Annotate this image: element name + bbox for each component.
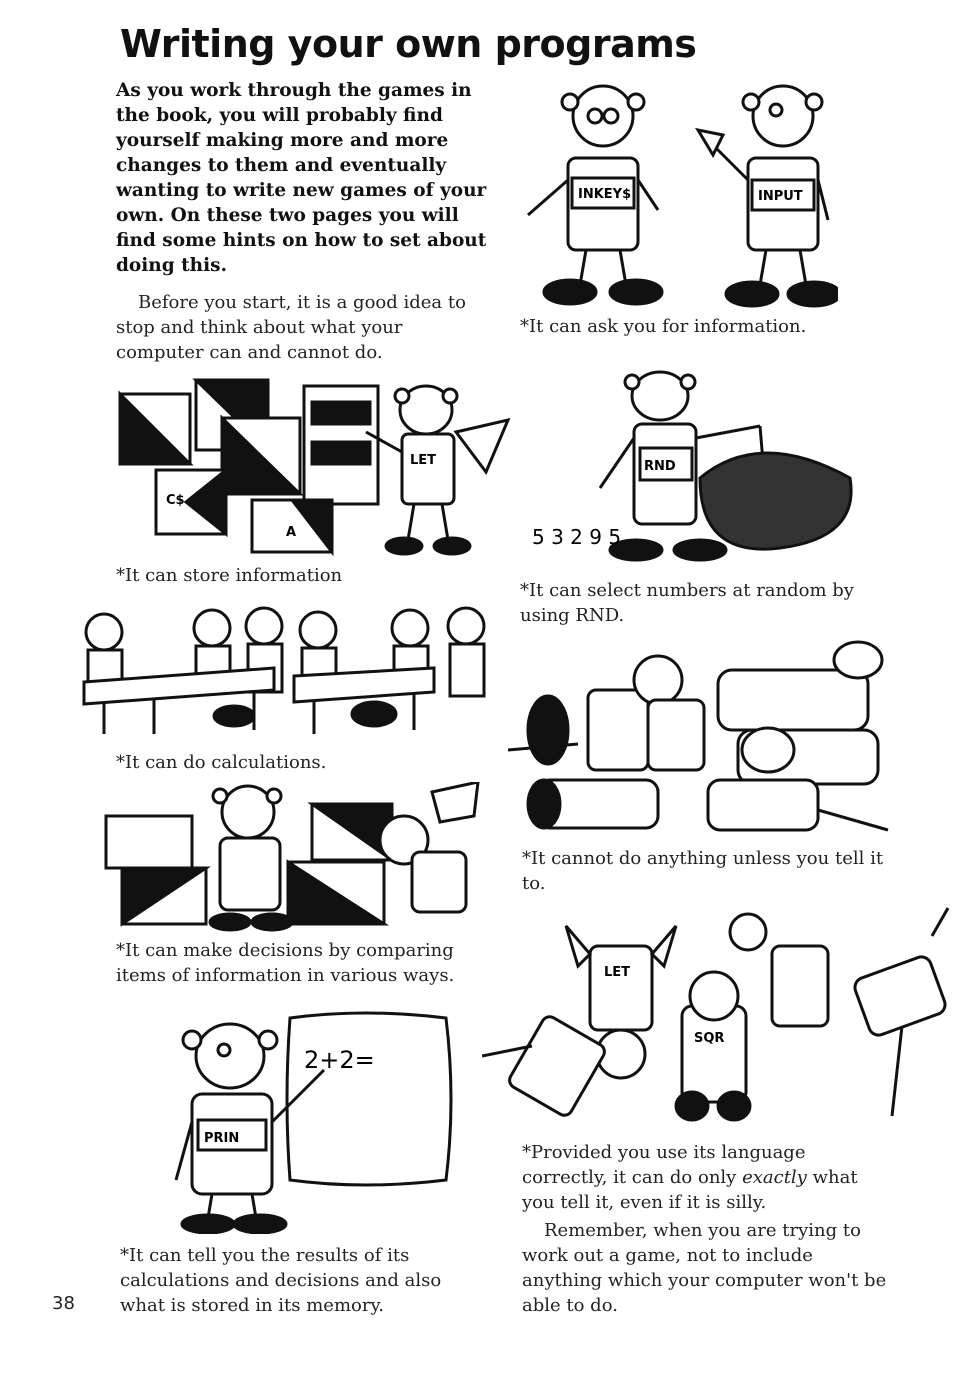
- robot-label-inkey: INKEY$: [578, 187, 631, 202]
- box-label-a: A: [286, 525, 296, 540]
- caption-random: *It can select numbers at random by usin…: [520, 580, 854, 626]
- page-title: Writing your own programs: [120, 22, 697, 66]
- caption-ask: *It can ask you for information.: [520, 316, 807, 337]
- box-label-c: C$: [166, 493, 185, 508]
- body-paragraph: Before you start, it is a good idea to s…: [116, 292, 466, 363]
- illustration-calculation-desks: [74, 604, 504, 738]
- caption-provided: *Provided you use its language correctly…: [522, 1140, 892, 1215]
- caption-decide: *It can make decisions by comparing item…: [116, 940, 455, 986]
- illustration-decision-boxes: [102, 782, 494, 932]
- caption-cannot: *It cannot do anything unless you tell i…: [522, 848, 884, 894]
- caption-tell: *It can tell you the results of its calc…: [120, 1245, 442, 1316]
- robot-label-prin: PRIN: [204, 1131, 239, 1146]
- board-sum: 2+2=: [304, 1046, 375, 1074]
- robot-label-rnd: RND: [644, 459, 676, 474]
- robot-label-input: INPUT: [758, 189, 803, 204]
- illustration-rnd-robot: RND 5 3 2 9 5: [530, 368, 890, 568]
- caption-calc: *It can do calculations.: [116, 752, 327, 773]
- random-digits: 5 3 2 9 5: [532, 525, 621, 549]
- robot-label-let-upside: LET: [604, 965, 630, 980]
- caption-store: *It can store information: [116, 565, 343, 586]
- illustration-inkey-input-robots: INKEY$ INPUT: [508, 80, 838, 312]
- illustration-store-boxes: LET C$ A: [116, 372, 516, 556]
- robot-label-sqr: SQR: [694, 1031, 724, 1046]
- illustration-upside-down-robots: LET SQR: [482, 906, 964, 1130]
- illustration-robot-pile: [508, 640, 918, 840]
- page-number: 38: [52, 1293, 75, 1314]
- caption-provided-start: *Provided you use its language correctly…: [522, 1142, 806, 1188]
- illustration-print-robot: PRIN 2+2=: [164, 1010, 458, 1234]
- caption-provided-end: what you tell it, even if it is silly.: [522, 1167, 858, 1213]
- caption-remember: Remember, when you are trying to work ou…: [522, 1220, 887, 1316]
- intro-paragraph: As you work through the games in the boo…: [116, 80, 487, 276]
- caption-provided-emphasis: exactly: [742, 1167, 807, 1188]
- robot-label-let: LET: [410, 453, 436, 468]
